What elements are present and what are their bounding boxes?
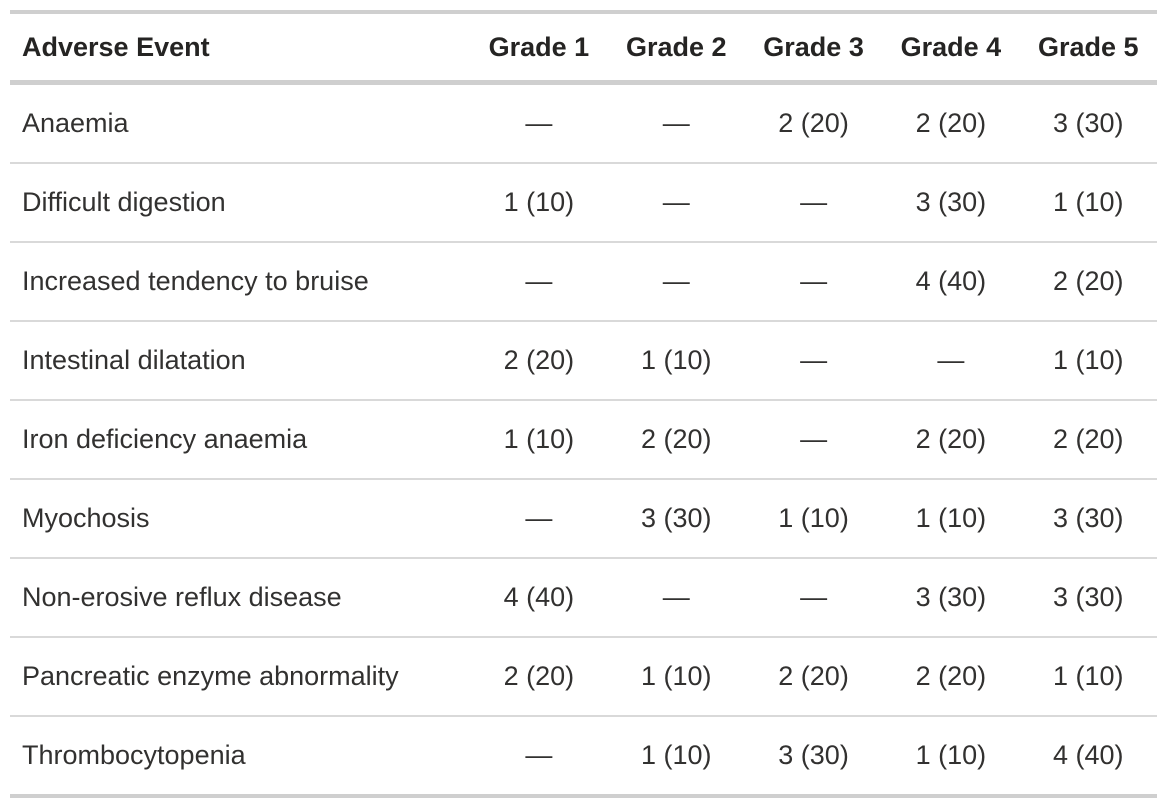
grade-value-cell: —: [607, 558, 745, 638]
event-name-cell: Thrombocytopenia: [22, 740, 246, 770]
grade-value-cell: 2 (20): [1019, 242, 1157, 322]
grade-value-cell: —: [744, 163, 883, 243]
table-body: Anaemia — — 2 (20) 2 (20) 3 (30) Difficu…: [10, 82, 1157, 797]
table-header: Adverse Event Grade 1 Grade 2 Grade 3 Gr…: [10, 12, 1157, 85]
event-name-cell: Difficult digestion: [10, 163, 471, 243]
grade-value-cell: —: [470, 82, 608, 164]
grade-value-cell: 1 (10): [470, 400, 608, 480]
grade-value-cell: 3 (30): [882, 558, 1020, 638]
grade-value-cell: 1 (10): [607, 321, 745, 401]
grade-value-cell: 1 (10): [1019, 637, 1157, 717]
grade-value-cell: 3 (30): [778, 740, 849, 770]
event-name-cell: Iron deficiency anaemia: [10, 400, 471, 480]
event-name-cell: Increased tendency to bruise: [10, 242, 471, 322]
table-row: Pancreatic enzyme abnormality 2 (20) 1 (…: [10, 637, 1157, 717]
grade-value-cell: 1 (10): [882, 479, 1020, 559]
grade-value-cell: 2 (20): [744, 82, 883, 164]
grade-value-cell: 3 (30): [1019, 558, 1157, 638]
adverse-events-table: Adverse Event Grade 1 Grade 2 Grade 3 Gr…: [10, 10, 1157, 798]
table-row: Non-erosive reflux disease 4 (40) — — 3 …: [10, 558, 1157, 638]
grade-value-cell: 3 (30): [607, 479, 745, 559]
header-grade-3: Grade 3: [744, 12, 883, 85]
grade-value-cell: 2 (20): [607, 400, 745, 480]
grade-value-cell: —: [744, 321, 883, 401]
grade-value-cell: 1 (10): [1019, 163, 1157, 243]
table-row: Thrombocytopenia — 1 (10) 3 (30) 1 (10) …: [10, 716, 1157, 796]
grade-value-cell: —: [744, 558, 883, 638]
header-grade-2: Grade 2: [607, 12, 745, 85]
grade-value-cell: —: [470, 479, 608, 559]
grade-value-cell: 4 (40): [1053, 740, 1124, 770]
event-name-cell: Non-erosive reflux disease: [10, 558, 471, 638]
event-name-cell: Intestinal dilatation: [10, 321, 471, 401]
header-row: Adverse Event Grade 1 Grade 2 Grade 3 Gr…: [10, 12, 1157, 85]
grade-value-cell: —: [525, 740, 553, 770]
grade-value-cell: 1 (10): [640, 740, 712, 770]
grade-value-cell: 4 (40): [882, 242, 1020, 322]
grade-value-cell: 2 (20): [470, 637, 608, 717]
grade-value-cell: 2 (20): [882, 400, 1020, 480]
table-row: Difficult digestion 1 (10) — — 3 (30) 1 …: [10, 163, 1157, 243]
grade-value-cell: —: [607, 242, 745, 322]
grade-value-cell: 2 (20): [744, 637, 883, 717]
table-row: Increased tendency to bruise — — — 4 (40…: [10, 242, 1157, 322]
header-grade-1: Grade 1: [470, 12, 608, 85]
grade-value-cell: —: [607, 82, 745, 164]
table-row: Myochosis — 3 (30) 1 (10) 1 (10) 3 (30): [10, 479, 1157, 559]
grade-value-cell: 1 (10): [607, 637, 745, 717]
grade-value-cell: —: [470, 242, 608, 322]
grade-value-cell: 3 (30): [1019, 479, 1157, 559]
header-adverse-event: Adverse Event: [10, 12, 471, 85]
grade-value-cell: —: [882, 321, 1020, 401]
grade-value-cell: 1 (10): [744, 479, 883, 559]
grade-value-cell: 4 (40): [470, 558, 608, 638]
event-name-cell: Pancreatic enzyme abnormality: [10, 637, 471, 717]
grade-value-cell: 3 (30): [882, 163, 1020, 243]
header-grade-4: Grade 4: [882, 12, 1020, 85]
grade-value-cell: 2 (20): [1019, 400, 1157, 480]
grade-value-cell: 1 (10): [1019, 321, 1157, 401]
event-name-cell: Myochosis: [10, 479, 471, 559]
grade-value-cell: 3 (30): [1019, 82, 1157, 164]
grade-value-cell: —: [607, 163, 745, 243]
grade-value-cell: 1 (10): [470, 163, 608, 243]
grade-value-cell: —: [744, 400, 883, 480]
grade-value-cell: —: [744, 242, 883, 322]
table-row: Iron deficiency anaemia 1 (10) 2 (20) — …: [10, 400, 1157, 480]
table-row: Anaemia — — 2 (20) 2 (20) 3 (30): [10, 82, 1157, 164]
grade-value-cell: 2 (20): [882, 82, 1020, 164]
grade-value-cell: 2 (20): [882, 637, 1020, 717]
table-row: Intestinal dilatation 2 (20) 1 (10) — — …: [10, 321, 1157, 401]
header-grade-5: Grade 5: [1019, 12, 1157, 85]
grade-value-cell: 2 (20): [470, 321, 608, 401]
event-name-cell: Anaemia: [10, 82, 471, 164]
grade-value-cell: 1 (10): [915, 740, 987, 770]
